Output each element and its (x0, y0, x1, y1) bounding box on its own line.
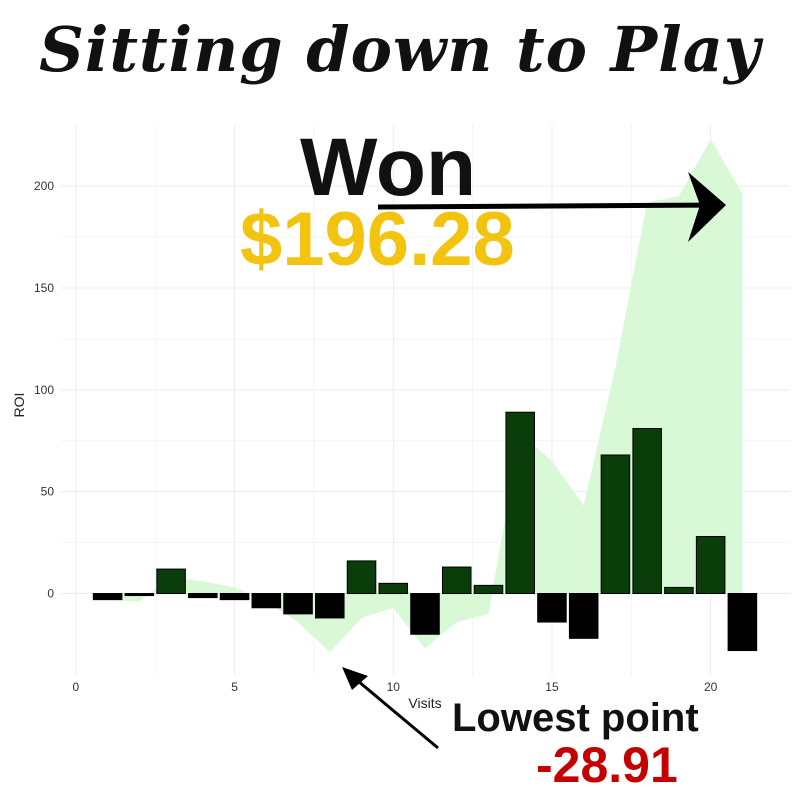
bar-visit-18 (632, 428, 662, 595)
won-label: Won (300, 122, 477, 213)
bar-visit-6 (251, 593, 282, 609)
x-axis-title: Visits (408, 695, 441, 711)
bar-visit-12 (441, 566, 472, 595)
axis-ticks: 0 50 100 150 200 0 5 10 15 20 (34, 179, 718, 694)
bar-visit-3 (156, 568, 186, 595)
cumulative-roi-area (107, 139, 743, 653)
bar-visit-17 (600, 454, 631, 595)
bar-visit-4 (188, 593, 218, 599)
bar-visit-14 (505, 411, 536, 595)
bar-visit-5 (219, 593, 250, 601)
bar-visit-9 (346, 560, 377, 595)
x-tick-label: 10 (387, 680, 401, 694)
y-tick-label: 50 (41, 485, 55, 499)
bar-visit-10 (378, 582, 409, 595)
page-title: Sitting down to Play (39, 13, 761, 86)
x-tick-label: 0 (73, 680, 80, 694)
lowest-point-value: -28.91 (536, 737, 678, 793)
won-arrow (377, 172, 726, 242)
x-tick-label: 5 (231, 680, 238, 694)
y-tick-label: 150 (34, 281, 54, 295)
y-tick-label: 200 (34, 179, 54, 193)
bar-visit-20 (695, 535, 726, 595)
cumulative-area (107, 139, 743, 653)
bar-visit-2 (124, 593, 155, 597)
bar-visit-15 (537, 593, 567, 623)
lowest-point-label: Lowest point (452, 696, 699, 740)
bar-visit-1 (92, 593, 123, 601)
y-tick-label: 0 (47, 587, 54, 601)
lowest-arrow (342, 667, 439, 750)
bar-series (92, 411, 758, 652)
bar-visit-21 (727, 593, 758, 652)
bar-visit-8 (315, 593, 345, 619)
x-tick-label: 15 (545, 680, 559, 694)
bar-visit-13 (473, 584, 504, 595)
bar-visit-7 (283, 593, 313, 615)
won-amount: $196.28 (240, 197, 515, 282)
x-tick-label: 20 (704, 680, 718, 694)
bar-visit-19 (664, 586, 694, 595)
bar-visit-11 (410, 593, 440, 635)
y-axis-title: ROI (11, 393, 27, 418)
y-tick-label: 100 (34, 383, 54, 397)
bar-visit-16 (568, 593, 599, 639)
